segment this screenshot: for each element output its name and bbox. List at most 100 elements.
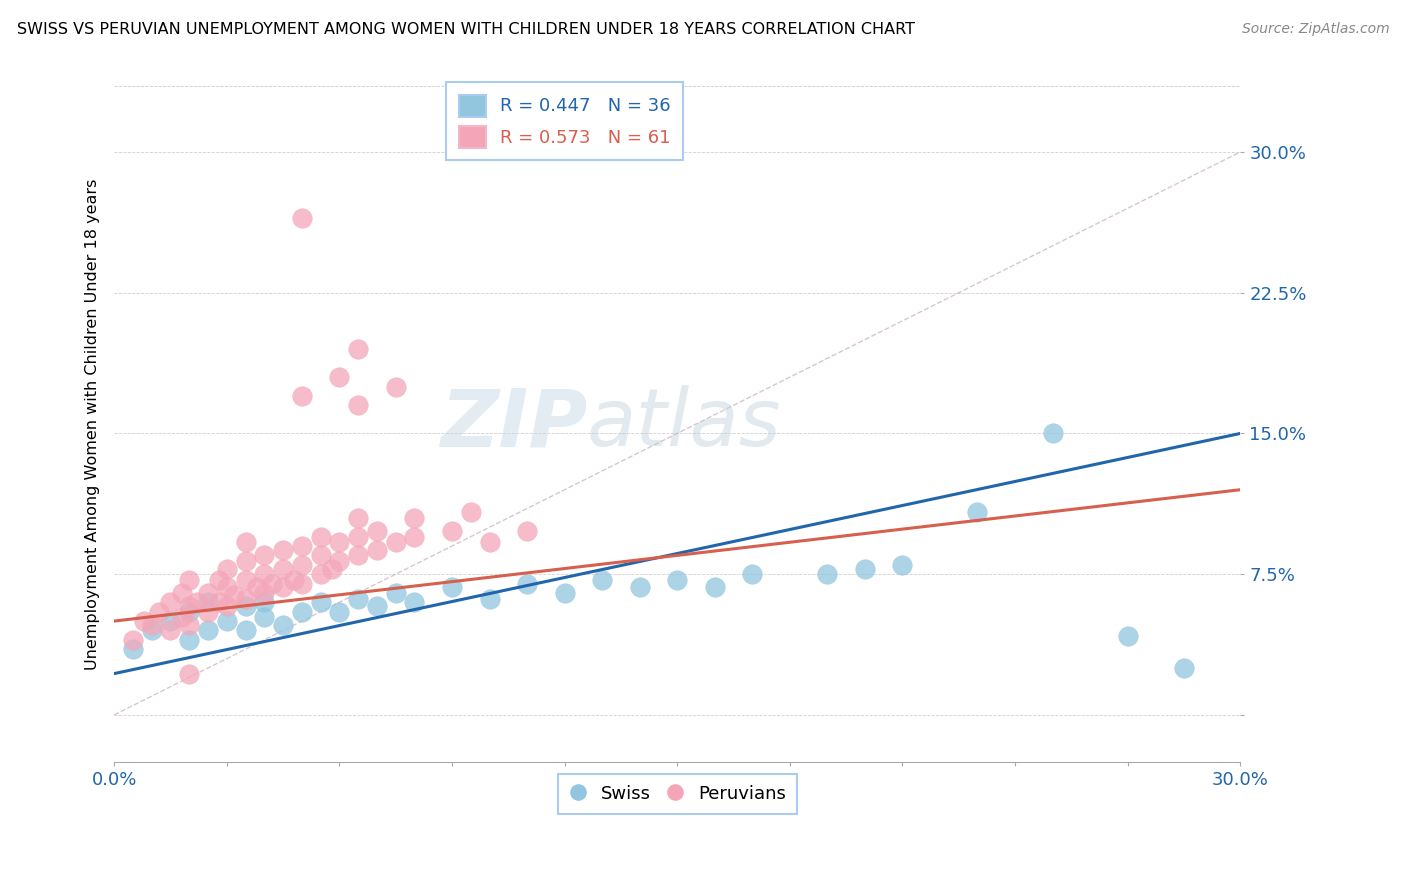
Point — [291, 605, 314, 619]
Point — [179, 666, 201, 681]
Point — [291, 539, 314, 553]
Point — [328, 535, 350, 549]
Point — [516, 576, 538, 591]
Point — [347, 342, 370, 356]
Point — [170, 610, 193, 624]
Point — [404, 511, 426, 525]
Point — [122, 642, 145, 657]
Point — [741, 567, 763, 582]
Point — [309, 595, 332, 609]
Point — [328, 605, 350, 619]
Point — [404, 595, 426, 609]
Point — [253, 595, 276, 609]
Point — [703, 580, 725, 594]
Point — [197, 586, 219, 600]
Point — [283, 573, 305, 587]
Point — [666, 573, 689, 587]
Point — [253, 586, 276, 600]
Y-axis label: Unemployment Among Women with Children Under 18 years: Unemployment Among Women with Children U… — [86, 178, 100, 670]
Point — [253, 567, 276, 582]
Point — [179, 605, 201, 619]
Point — [235, 599, 257, 613]
Point — [591, 573, 613, 587]
Point — [179, 573, 201, 587]
Point — [141, 624, 163, 638]
Point — [815, 567, 838, 582]
Point — [460, 505, 482, 519]
Point — [235, 624, 257, 638]
Point — [208, 595, 231, 609]
Point — [347, 530, 370, 544]
Point — [235, 591, 257, 606]
Point — [1042, 426, 1064, 441]
Point — [366, 599, 388, 613]
Point — [291, 558, 314, 572]
Point — [246, 580, 269, 594]
Point — [440, 580, 463, 594]
Point — [384, 535, 406, 549]
Point — [197, 605, 219, 619]
Point — [271, 617, 294, 632]
Point — [966, 505, 988, 519]
Point — [347, 398, 370, 412]
Point — [321, 561, 343, 575]
Point — [260, 576, 283, 591]
Point — [179, 632, 201, 647]
Point — [347, 511, 370, 525]
Point — [404, 530, 426, 544]
Point — [291, 389, 314, 403]
Text: ZIP: ZIP — [440, 385, 588, 463]
Text: Source: ZipAtlas.com: Source: ZipAtlas.com — [1241, 22, 1389, 37]
Point — [253, 610, 276, 624]
Point — [1116, 629, 1139, 643]
Point — [291, 211, 314, 225]
Point — [122, 632, 145, 647]
Point — [328, 554, 350, 568]
Point — [309, 530, 332, 544]
Point — [197, 624, 219, 638]
Point — [235, 554, 257, 568]
Point — [628, 580, 651, 594]
Point — [366, 524, 388, 538]
Point — [891, 558, 914, 572]
Point — [186, 595, 208, 609]
Point — [235, 535, 257, 549]
Point — [309, 549, 332, 563]
Point — [197, 595, 219, 609]
Point — [215, 614, 238, 628]
Point — [159, 624, 181, 638]
Point — [328, 370, 350, 384]
Point — [271, 580, 294, 594]
Point — [159, 614, 181, 628]
Point — [159, 595, 181, 609]
Point — [215, 599, 238, 613]
Text: atlas: atlas — [588, 385, 782, 463]
Point — [347, 591, 370, 606]
Point — [208, 573, 231, 587]
Point — [478, 591, 501, 606]
Point — [215, 580, 238, 594]
Point — [478, 535, 501, 549]
Point — [271, 542, 294, 557]
Point — [224, 588, 246, 602]
Point — [148, 605, 170, 619]
Point — [440, 524, 463, 538]
Point — [554, 586, 576, 600]
Point — [235, 573, 257, 587]
Point — [347, 549, 370, 563]
Point — [516, 524, 538, 538]
Point — [141, 617, 163, 632]
Point — [271, 561, 294, 575]
Point — [215, 561, 238, 575]
Point — [853, 561, 876, 575]
Point — [170, 586, 193, 600]
Point — [384, 379, 406, 393]
Point — [1173, 661, 1195, 675]
Point — [179, 599, 201, 613]
Point — [366, 542, 388, 557]
Point — [134, 614, 156, 628]
Point — [384, 586, 406, 600]
Point — [309, 567, 332, 582]
Point — [291, 576, 314, 591]
Point — [179, 617, 201, 632]
